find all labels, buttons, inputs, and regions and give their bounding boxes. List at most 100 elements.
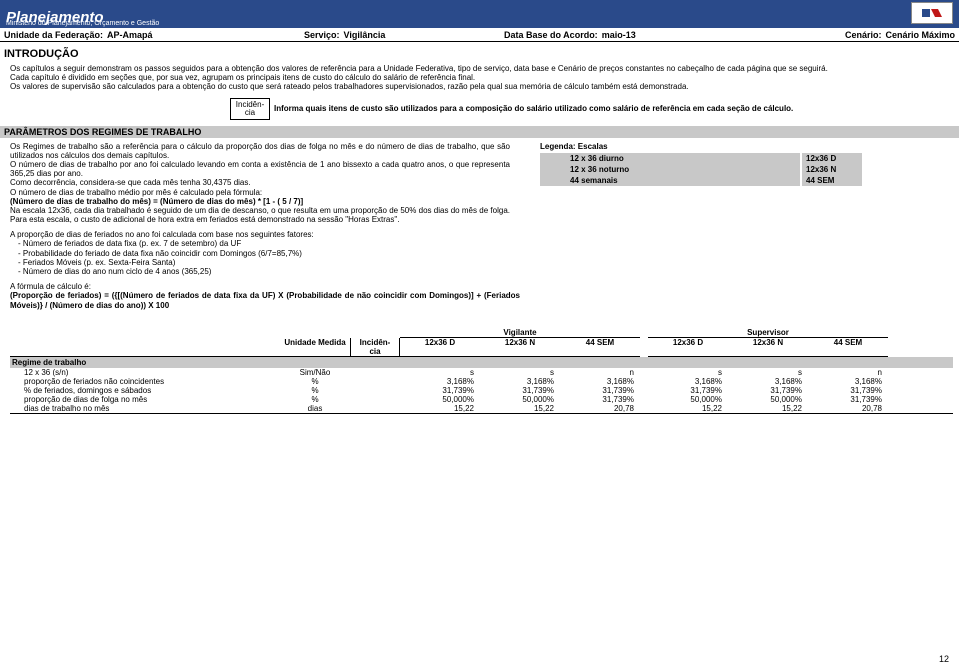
subcol: 12x36 D <box>400 338 480 357</box>
param-bar: PARÂMETROS DOS REGIMES DE TRABALHO <box>0 126 959 138</box>
feriados-p1: A proporção de dias de feriados no ano f… <box>10 230 314 239</box>
subcol: 44 SEM <box>808 338 888 357</box>
subcol: 12x36 N <box>728 338 808 357</box>
feriados-l2: - Probabilidade do feriado de data fixa … <box>10 249 302 258</box>
row-value: 31,739% <box>560 386 640 395</box>
cen-value: Cenário Máximo <box>885 30 955 40</box>
row-value: 15,22 <box>480 404 560 413</box>
row-label: proporção de feriados não coincidentes <box>10 377 280 386</box>
inc-header-l2: cia <box>369 347 380 356</box>
row-value: 3,168% <box>728 377 808 386</box>
serv-label: Serviço: <box>304 30 340 40</box>
row-inc <box>350 395 400 404</box>
feriados-block: A proporção de dias de feriados no ano f… <box>10 230 520 276</box>
row-value: 31,739% <box>808 395 888 404</box>
formula-p1: A fórmula de cálculo é: <box>10 282 91 291</box>
row-label: dias de trabalho no mês <box>10 404 280 413</box>
formula-p2: (Proporção de feriados) = ({[(Número de … <box>10 291 520 309</box>
escalas-block: Legenda: Escalas 12 x 36 diurno 12x36 D … <box>540 142 880 225</box>
info-bar: Unidade da Federação: AP-Amapá Serviço: … <box>0 28 959 42</box>
group-supervisor: Supervisor <box>648 328 888 338</box>
feriados-l4: - Número de dias do ano num ciclo de 4 a… <box>10 267 211 276</box>
callout-text: Informa quais itens de custo são utiliza… <box>274 104 793 113</box>
serv-value: Vigilância <box>344 30 386 40</box>
row-unit: % <box>280 377 350 386</box>
row-label: 12 x 36 (s/n) <box>10 368 280 377</box>
table-sub-header: Unidade Medida Incidên- cia 12x36 D 12x3… <box>10 338 953 357</box>
escalas-label: 12 x 36 noturno <box>540 164 800 175</box>
escalas-row: 12 x 36 diurno 12x36 D <box>540 153 880 164</box>
row-value: 20,78 <box>808 404 888 413</box>
row-value: s <box>480 368 560 377</box>
regimes-p1: Os Regimes de trabalho são a referência … <box>10 142 510 160</box>
page-number: 12 <box>939 654 949 664</box>
regimes-p4: O número de dias de trabalho médio por m… <box>10 188 262 197</box>
logo-icon <box>918 6 946 20</box>
feriados-l1: - Número de feriados de data fixa (p. ex… <box>10 239 241 248</box>
row-value: s <box>728 368 808 377</box>
escalas-row: 44 semanais 44 SEM <box>540 175 880 186</box>
escalas-label: 44 semanais <box>540 175 800 186</box>
intro-p2: Cada capítulo é dividido em seções que, … <box>10 73 475 82</box>
row-value: n <box>560 368 640 377</box>
escalas-code: 44 SEM <box>802 175 862 186</box>
table-row: proporção de dias de folga no mês% 50,000… <box>10 395 953 404</box>
row-value: 3,168% <box>648 377 728 386</box>
row-value: 15,22 <box>400 404 480 413</box>
table-group-header: Vigilante Supervisor <box>10 328 953 338</box>
unit-header: Unidade Medida <box>280 338 350 357</box>
row-value: 3,168% <box>808 377 888 386</box>
row-unit: dias <box>280 404 350 413</box>
regimes-p5: (Número de dias de trabalho do mês) = (N… <box>10 197 303 206</box>
row-value: 20,78 <box>560 404 640 413</box>
intro-p1: Os capítulos a seguir demonstram os pass… <box>10 64 828 73</box>
db-value: maio-13 <box>602 30 636 40</box>
row-value: 15,22 <box>728 404 808 413</box>
row-value: 50,000% <box>400 395 480 404</box>
row-value: 31,739% <box>480 386 560 395</box>
table-section-title: Regime de trabalho <box>10 357 953 368</box>
uf-label: Unidade da Federação: <box>4 30 103 40</box>
table-row: proporção de feriados não coincidentes% 3… <box>10 377 953 386</box>
escalas-label: 12 x 36 diurno <box>540 153 800 164</box>
header-banner: Planejamento Ministério do Planejamento,… <box>0 0 959 28</box>
row-inc <box>350 386 400 395</box>
row-value: 31,739% <box>728 386 808 395</box>
db-label: Data Base do Acordo: <box>504 30 598 40</box>
row-unit: % <box>280 386 350 395</box>
row-value: 50,000% <box>480 395 560 404</box>
row-value: 50,000% <box>648 395 728 404</box>
table-row: % de feriados, domingos e sábados%31,739… <box>10 386 953 395</box>
table-row: 12 x 36 (s/n)Sim/Nãossnssn <box>10 368 953 377</box>
banner-subtitle: Ministério do Planejamento, Orçamento e … <box>6 20 159 27</box>
uf-value: AP-Amapá <box>107 30 153 40</box>
feriados-l3: - Feriados Móveis (p. ex. Sexta-Feira Sa… <box>10 258 175 267</box>
row-label: proporção de dias de folga no mês <box>10 395 280 404</box>
two-col: Os Regimes de trabalho são a referência … <box>10 142 953 225</box>
row-value: 31,739% <box>648 386 728 395</box>
callout-box-l2: cia <box>245 108 255 117</box>
subcol: 44 SEM <box>560 338 640 357</box>
subcol: 12x36 N <box>480 338 560 357</box>
row-unit: % <box>280 395 350 404</box>
row-unit: Sim/Não <box>280 368 350 377</box>
intro-title: INTRODUÇÃO <box>4 48 959 60</box>
regimes-p2: O número de dias de trabalho por ano foi… <box>10 160 510 178</box>
row-value: 31,739% <box>808 386 888 395</box>
row-value: 3,168% <box>480 377 560 386</box>
group-vigilante: Vigilante <box>400 328 640 338</box>
row-value: n <box>808 368 888 377</box>
inc-header-l1: Incidên- <box>360 338 391 347</box>
row-inc <box>350 404 400 413</box>
regimes-p6: Na escala 12x36, cada dia trabalhado é s… <box>10 206 510 224</box>
row-value: s <box>648 368 728 377</box>
callout-box: Incidên- cia <box>230 98 270 120</box>
row-value: 31,739% <box>560 395 640 404</box>
escalas-title: Legenda: Escalas <box>540 142 880 151</box>
row-value: 3,168% <box>560 377 640 386</box>
row-inc <box>350 368 400 377</box>
intro-text: Os capítulos a seguir demonstram os pass… <box>10 64 953 92</box>
cen-label: Cenário: <box>845 30 882 40</box>
callout-row: Incidên- cia Informa quais itens de cust… <box>230 98 959 120</box>
subcol: 12x36 D <box>648 338 728 357</box>
